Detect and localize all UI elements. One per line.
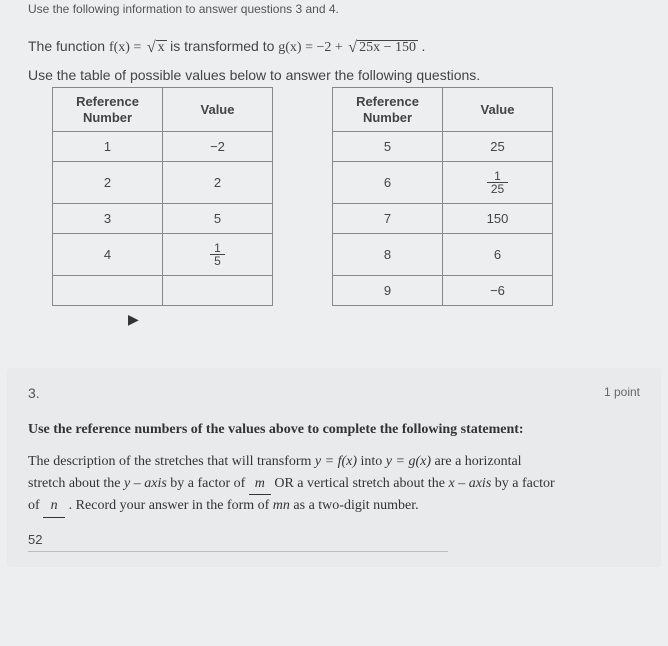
ctx-prefix: The function <box>28 38 109 54</box>
stem-yfx: y = f(x) <box>315 454 357 469</box>
cursor-icon: ▶ <box>128 312 640 329</box>
table-cell <box>273 162 333 204</box>
ctx-mid: is transformed to <box>170 38 278 54</box>
table-cell: 9 <box>333 276 443 306</box>
blank-n: n <box>43 495 65 518</box>
stem-l1a: The description of the stretches that wi… <box>28 454 315 469</box>
table-cell: 5 <box>333 132 443 162</box>
table-cell: 125 <box>443 162 553 204</box>
f-lhs: f(x) = <box>109 40 145 55</box>
stem-l2c: OR a vertical stretch about the <box>271 476 449 491</box>
stem-l2d: by a factor <box>491 476 554 491</box>
table-cell: 5 <box>163 204 273 234</box>
table-instruction: Use the table of possible values below t… <box>28 67 640 83</box>
g-lhs: g(x) = −2 + <box>278 40 346 55</box>
stem-l2b: by a factor of <box>167 476 249 491</box>
table-cell: −2 <box>163 132 273 162</box>
stem-l3c: as a two-digit number. <box>290 498 419 513</box>
table-cell: −6 <box>443 276 553 306</box>
table-cell <box>273 204 333 234</box>
ctx-suffix: . <box>421 38 425 54</box>
table-cell <box>53 276 163 306</box>
table-cell <box>273 234 333 276</box>
table-header: Value <box>163 88 273 132</box>
table-header: ReferenceNumber <box>53 88 163 132</box>
table-cell: 6 <box>443 234 553 276</box>
table-cell <box>273 132 333 162</box>
table-cell: 2 <box>163 162 273 204</box>
f-expr: f(x) = √x <box>109 40 170 55</box>
stem-yaxis: y – axis <box>124 476 167 491</box>
table-cell: 7 <box>333 204 443 234</box>
question-points: 1 point <box>604 385 640 401</box>
g-expr: g(x) = −2 + √25x − 150 <box>278 40 421 55</box>
table-cell: 6 <box>333 162 443 204</box>
f-radicand: x <box>156 40 167 55</box>
table-cell <box>163 276 273 306</box>
g-radicand: 25x − 150 <box>357 40 418 55</box>
stem-l3a: of <box>28 498 43 513</box>
table-cell <box>273 276 333 306</box>
stem-l1c: are a horizontal <box>431 454 522 469</box>
table-cell: 2 <box>53 162 163 204</box>
stem-xaxis: x – axis <box>449 476 492 491</box>
stem-mn: mn <box>273 498 290 513</box>
question-card: 3. 1 point Use the reference numbers of … <box>8 369 660 566</box>
values-table: ReferenceNumberValueReferenceNumberValue… <box>52 87 553 306</box>
stem-ygx: y = g(x) <box>386 454 431 469</box>
context-line: The function f(x) = √x is transformed to… <box>28 38 640 57</box>
stem-bold: Use the reference numbers of the values … <box>28 419 640 441</box>
table-header: Value <box>443 88 553 132</box>
table-header: ReferenceNumber <box>333 88 443 132</box>
table-cell: 150 <box>443 204 553 234</box>
table-cell: 15 <box>163 234 273 276</box>
top-cut-text: Use the following information to answer … <box>28 0 640 22</box>
table-cell: 1 <box>53 132 163 162</box>
table-cell: 25 <box>443 132 553 162</box>
blank-m: m <box>249 473 271 496</box>
table-cell: 8 <box>333 234 443 276</box>
table-cell: 4 <box>53 234 163 276</box>
student-answer: 52 <box>28 532 640 547</box>
table-header <box>273 88 333 132</box>
table-cell: 3 <box>53 204 163 234</box>
stem-l2a: stretch about the <box>28 476 124 491</box>
question-stem: Use the reference numbers of the values … <box>28 419 640 518</box>
stem-l3b: . Record your answer in the form of <box>65 498 273 513</box>
answer-underline <box>28 551 448 552</box>
stem-l1b: into <box>357 454 386 469</box>
question-number: 3. <box>28 385 40 401</box>
